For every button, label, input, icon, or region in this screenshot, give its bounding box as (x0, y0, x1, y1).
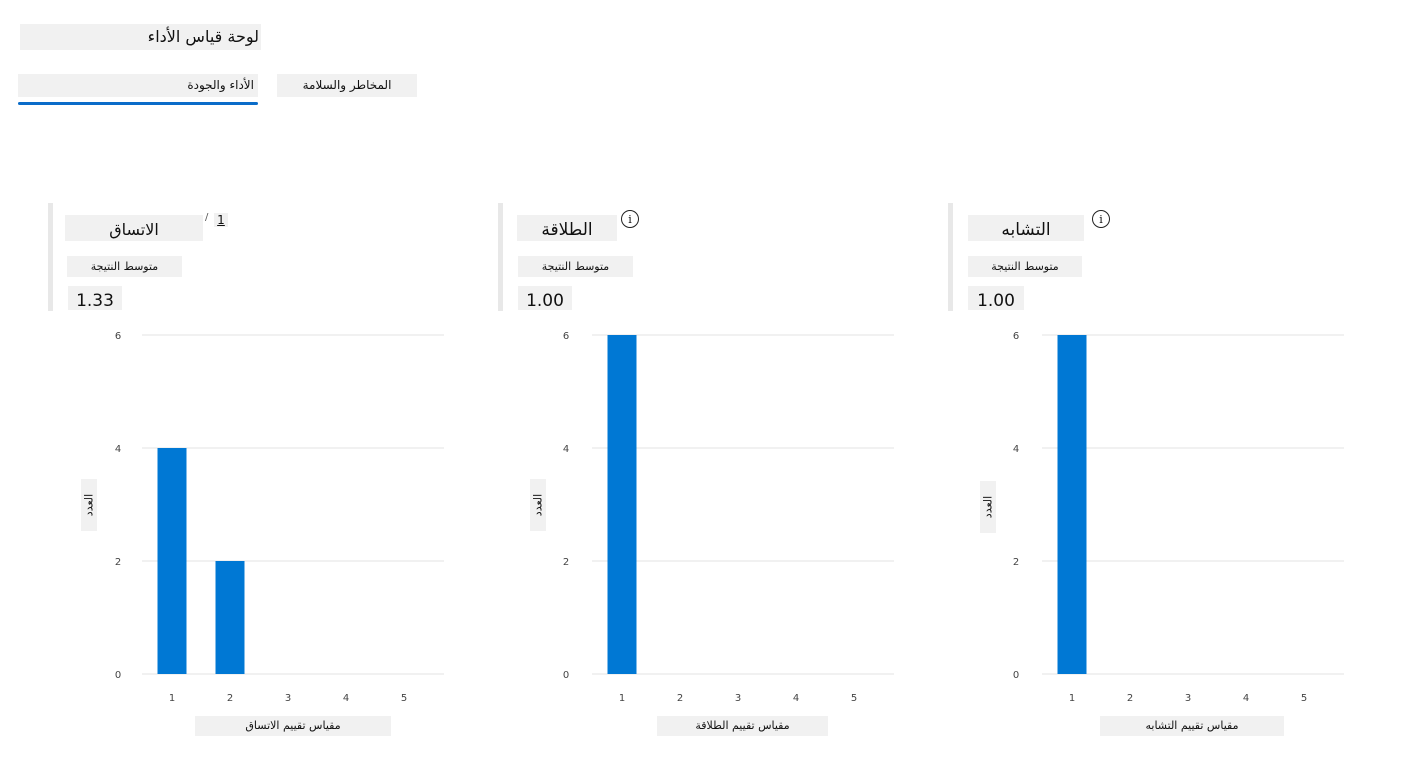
y-axis-label: العدد (980, 481, 996, 533)
info-icon[interactable]: i (621, 210, 639, 228)
metric-title-fluency: الطلاقة (517, 215, 617, 241)
x-tick-label: 4 (793, 693, 799, 704)
metric-value-similarity: 1.00 (968, 286, 1024, 311)
metric-subtitle: متوسط النتيجة (518, 256, 633, 277)
x-tick-label: 4 (1243, 693, 1249, 704)
bar-2[interactable] (215, 561, 245, 674)
card-accent-bar (948, 203, 953, 311)
y-tick-label: 6 (115, 331, 121, 342)
y-tick-label: 4 (115, 444, 121, 455)
y-tick-label: 2 (1013, 557, 1019, 568)
x-tick-label: 5 (851, 693, 857, 704)
tab-selected-indicator (18, 102, 258, 105)
metric-title-similarity: التشابه (968, 215, 1084, 241)
metric-subtitle: متوسط النتيجة (968, 256, 1082, 277)
bar-1[interactable] (607, 335, 637, 674)
y-tick-label: 6 (563, 331, 569, 342)
bar-1[interactable] (1057, 335, 1087, 674)
y-tick-label: 0 (1013, 670, 1019, 681)
x-tick-label: 5 (1301, 693, 1307, 704)
y-tick-label: 4 (563, 444, 569, 455)
page-title: لوحة قياس الأداء (20, 24, 261, 50)
x-tick-label: 2 (227, 693, 233, 704)
y-tick-label: 2 (563, 557, 569, 568)
x-tick-label: 2 (677, 693, 683, 704)
metric-subtitle: متوسط النتيجة (67, 256, 182, 277)
metric-value-coherence: 1.33 (68, 286, 122, 311)
metric-value-fluency: 1.00 (518, 286, 572, 311)
x-tick-label: 1 (619, 693, 625, 704)
x-tick-label: 3 (285, 693, 291, 704)
footnote-link[interactable]: 1 (214, 213, 228, 227)
tab-performance-quality[interactable]: الأداء والجودة (18, 74, 258, 97)
y-axis-label: العدد (81, 479, 97, 531)
metric-title-coherence: الاتساق (65, 215, 203, 241)
tab-risk-safety[interactable]: المخاطر والسلامة (277, 74, 417, 97)
x-tick-label: 1 (1069, 693, 1075, 704)
x-tick-label: 4 (343, 693, 349, 704)
y-tick-label: 6 (1013, 331, 1019, 342)
x-axis-label: مقياس تقييم الاتساق (195, 716, 391, 736)
x-axis-label: مقياس تقييم الطلاقة (657, 716, 828, 736)
footnote-separator: / (205, 212, 209, 223)
y-tick-label: 2 (115, 557, 121, 568)
y-tick-label: 0 (115, 670, 121, 681)
y-tick-label: 4 (1013, 444, 1019, 455)
x-tick-label: 3 (1185, 693, 1191, 704)
x-tick-label: 2 (1127, 693, 1133, 704)
x-tick-label: 1 (169, 693, 175, 704)
bar-1[interactable] (157, 448, 187, 674)
x-tick-label: 5 (401, 693, 407, 704)
x-tick-label: 3 (735, 693, 741, 704)
card-accent-bar (498, 203, 503, 311)
x-axis-label: مقياس تقييم التشابه (1100, 716, 1284, 736)
y-axis-label: العدد (530, 479, 546, 531)
info-icon[interactable]: i (1092, 210, 1110, 228)
y-tick-label: 0 (563, 670, 569, 681)
card-accent-bar (48, 203, 53, 311)
